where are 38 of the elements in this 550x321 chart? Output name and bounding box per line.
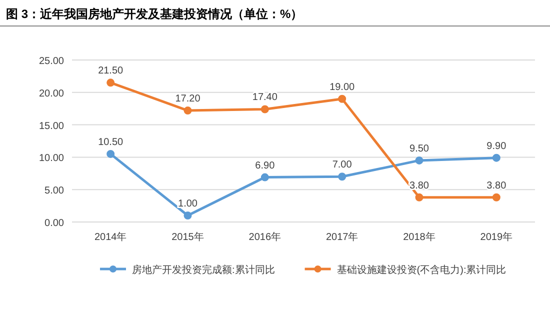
data-label: 3.80 <box>486 180 507 192</box>
data-label: 9.50 <box>410 143 430 154</box>
point <box>106 150 115 158</box>
data-label: 10.50 <box>98 136 124 148</box>
legend-label: 房地产开发投资完成额:累计同比 <box>132 264 275 276</box>
y-tick-label: 10.00 <box>38 153 64 164</box>
point <box>415 193 424 202</box>
point <box>106 78 115 87</box>
y-tick-label: 15.00 <box>38 120 64 132</box>
data-label: 7.00 <box>332 160 352 171</box>
x-tick-label: 2019年 <box>480 231 513 243</box>
point <box>492 154 500 162</box>
data-label: 6.90 <box>255 160 276 172</box>
y-tick-label: 0.00 <box>44 218 64 229</box>
point <box>338 172 346 181</box>
data-label: 9.90 <box>486 140 507 152</box>
data-label: 19.00 <box>330 82 356 93</box>
x-tick-label: 2015年 <box>172 231 204 243</box>
point <box>492 193 500 202</box>
x-tick-label: 2016年 <box>248 231 282 243</box>
point <box>184 212 192 220</box>
x-tick-label: 2014年 <box>94 231 127 243</box>
legend-label: 基础设施建设投资(不含电力):累计同比 <box>336 264 506 276</box>
x-tick-label: 2018年 <box>403 231 436 243</box>
y-tick-label: 5.00 <box>44 186 64 197</box>
chart-title: 图 3：近年我国房地产开发及基建投资情况（单位：%） <box>6 7 303 21</box>
data-label: 21.50 <box>98 66 124 77</box>
y-tick-label: 25.00 <box>38 56 64 67</box>
point <box>260 105 269 114</box>
point <box>260 173 269 182</box>
point <box>184 106 192 115</box>
x-tick-label: 2017年 <box>326 231 358 243</box>
point <box>338 94 346 103</box>
data-label: 17.40 <box>252 92 278 104</box>
y-tick-label: 20.00 <box>38 88 64 100</box>
data-label: 17.20 <box>175 94 201 105</box>
data-label: 1.00 <box>178 198 198 210</box>
point <box>415 156 424 164</box>
